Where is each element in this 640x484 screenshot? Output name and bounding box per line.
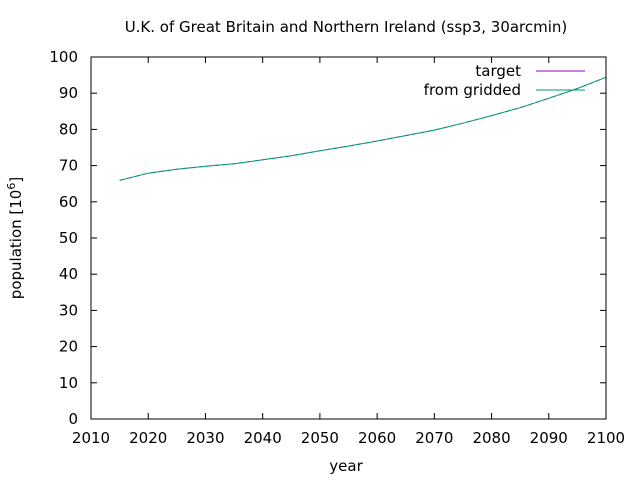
tick-labels: 2010 2020 2030 2040 2050 2060 2070 2080 2090 2100…: [49, 48, 625, 447]
series-line-target: [119, 76, 607, 181]
y-tick-label: 100: [49, 48, 78, 66]
x-tick-label: 2040: [244, 429, 282, 447]
y-tick-label: 70: [59, 157, 78, 175]
plot-frame: [90, 56, 607, 420]
y-tick-label: 50: [59, 229, 78, 247]
series-line-from-gridded: [119, 76, 607, 181]
axis-ticks: [91, 57, 606, 419]
y-tick-label: 30: [59, 301, 78, 319]
legend-label-target: target: [475, 62, 521, 80]
y-tick-label: 40: [59, 265, 78, 283]
x-tick-label: 2050: [301, 429, 339, 447]
series-lines: [119, 76, 607, 181]
x-tick-label: 2030: [186, 429, 224, 447]
y-tick-label: 10: [59, 374, 78, 392]
x-tick-label: 2100: [587, 429, 625, 447]
x-tick-label: 2020: [129, 429, 167, 447]
legend-label-from-gridded: from gridded: [424, 81, 521, 99]
y-tick-label: 90: [59, 84, 78, 102]
legend: target from gridded: [424, 62, 585, 99]
y-axis-label: population [106]: [5, 177, 25, 299]
x-tick-label: 2090: [530, 429, 568, 447]
x-axis-label: year: [329, 457, 363, 475]
y-tick-label: 60: [59, 193, 78, 211]
y-tick-label: 80: [59, 120, 78, 138]
x-tick-label: 2080: [472, 429, 510, 447]
y-axis-label-main: population [10: [7, 190, 25, 300]
y-tick-label: 0: [68, 410, 78, 428]
x-tick-label: 2060: [358, 429, 396, 447]
chart-title: U.K. of Great Britain and Northern Irela…: [125, 18, 568, 36]
y-tick-label: 20: [59, 338, 78, 356]
x-tick-label: 2010: [72, 429, 110, 447]
x-tick-label: 2070: [415, 429, 453, 447]
y-axis-label-superscript: 6: [5, 183, 18, 190]
y-axis-label-end: ]: [7, 177, 25, 183]
